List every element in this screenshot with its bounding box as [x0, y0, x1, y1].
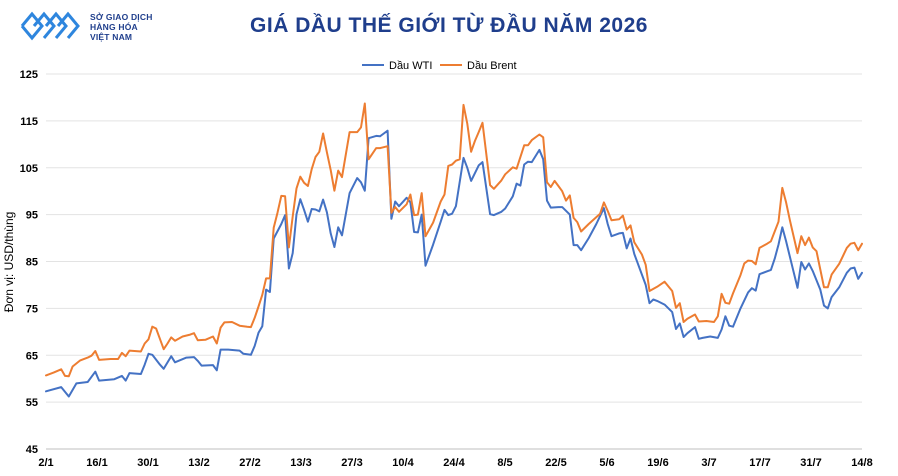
logo-line-3: VIỆT NAM	[90, 32, 133, 42]
x-tick-label: 2/1	[38, 457, 53, 469]
series-group	[45, 102, 863, 398]
y-axis: 45 55 65 75 85 95 105 115 125	[20, 69, 38, 456]
x-tick-label: 14/8	[851, 457, 872, 469]
x-tick-label: 22/5	[545, 457, 566, 469]
x-tick-label: 3/7	[701, 457, 716, 469]
x-tick-label: 17/7	[749, 457, 770, 469]
x-tick-label: 24/4	[443, 457, 465, 469]
logo-line-1: SỞ GIAO DỊCH	[90, 12, 153, 22]
grid	[46, 73, 862, 450]
x-tick-label: 5/6	[599, 457, 614, 469]
y-tick-label: 55	[26, 397, 38, 409]
x-axis: 2/1 16/1 30/1 13/2 27/2 13/3 27/3 10/4 24/4 8/5 22…	[38, 457, 872, 469]
legend-label-wti: Dầu WTI	[389, 60, 432, 72]
y-tick-label: 95	[26, 210, 38, 222]
y-axis-label: Đơn vị: USD/thùng	[2, 212, 16, 313]
series-line-brent	[45, 102, 863, 378]
x-tick-label: 8/5	[497, 457, 512, 469]
y-tick-label: 85	[26, 257, 38, 269]
x-tick-label: 13/3	[290, 457, 311, 469]
x-tick-label: 13/2	[188, 457, 209, 469]
y-tick-label: 125	[20, 69, 38, 81]
logo: SỞ GIAO DỊCH HÀNG HÓA VIỆT NAM	[20, 8, 220, 48]
x-tick-label: 27/2	[239, 457, 260, 469]
y-tick-label: 65	[26, 350, 38, 362]
logo-line-2: HÀNG HÓA	[90, 22, 138, 32]
y-tick-label: 105	[20, 163, 38, 175]
x-tick-label: 31/7	[800, 457, 821, 469]
chart-title: GIÁ DẦU THẾ GIỚI TỪ ĐẦU NĂM 2026	[250, 14, 648, 37]
x-tick-label: 30/1	[137, 457, 158, 469]
x-tick-label: 27/3	[341, 457, 362, 469]
legend-label-brent: Dầu Brent	[467, 60, 517, 72]
y-tick-label: 45	[26, 444, 38, 456]
x-tick-label: 10/4	[392, 457, 414, 469]
x-tick-label: 16/1	[86, 457, 107, 469]
legend: Dầu WTI Dầu Brent	[362, 60, 517, 72]
sgd-logo-icon	[20, 11, 80, 41]
y-tick-label: 75	[26, 303, 38, 315]
x-tick-label: 19/6	[647, 457, 668, 469]
series-line-wti	[45, 129, 863, 398]
y-tick-label: 115	[20, 116, 38, 128]
